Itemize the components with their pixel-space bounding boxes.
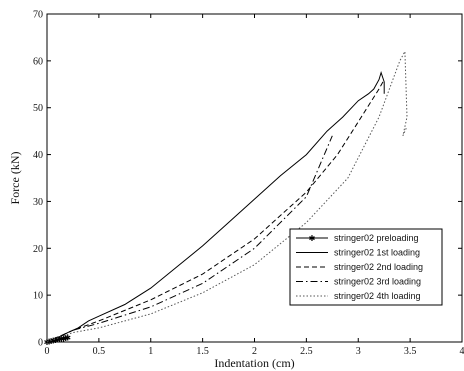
y-tick-label: 30 bbox=[33, 197, 43, 208]
series-point-marker: ✱ bbox=[56, 335, 63, 344]
x-tick-label: 1 bbox=[148, 346, 153, 357]
x-tick-label: 3 bbox=[356, 346, 361, 357]
series-point-marker: ✱ bbox=[44, 338, 51, 347]
series-point-marker: ✱ bbox=[52, 336, 59, 345]
x-tick-label: 2.5 bbox=[300, 346, 313, 357]
x-tick-label: 3.5 bbox=[404, 346, 417, 357]
series-line-3 bbox=[46, 79, 385, 343]
series-line-5 bbox=[46, 49, 408, 343]
x-tick-label: 4 bbox=[460, 346, 464, 357]
legend-label: stringer02 4th loading bbox=[334, 291, 421, 301]
y-tick-label: 10 bbox=[33, 291, 43, 302]
legend-label: stringer02 2nd loading bbox=[334, 262, 423, 272]
series-point-marker: ✱ bbox=[60, 334, 67, 343]
series-point-marker: ✱ bbox=[46, 338, 53, 347]
series-line-4 bbox=[46, 135, 333, 343]
legend-label: stringer02 preloading bbox=[334, 233, 419, 243]
legend-label: stringer02 1st loading bbox=[334, 248, 420, 258]
series-line-2 bbox=[46, 70, 385, 343]
x-tick-label: 0.5 bbox=[93, 346, 106, 357]
legend-label: stringer02 3rd loading bbox=[334, 277, 421, 287]
x-tick-label: 1.5 bbox=[196, 346, 209, 357]
y-tick-label: 20 bbox=[33, 244, 43, 255]
y-tick-label: 70 bbox=[33, 10, 43, 21]
series-point-marker: ✱ bbox=[48, 337, 55, 346]
series-point-marker: ✱ bbox=[62, 334, 69, 343]
series-point-marker: ✱ bbox=[50, 337, 57, 346]
y-axis-title: Force (kN) bbox=[8, 152, 22, 205]
y-tick-label: 60 bbox=[33, 56, 43, 67]
x-tick-label: 2 bbox=[252, 346, 257, 357]
x-axis-title: Indentation (cm) bbox=[214, 356, 294, 370]
y-tick-label: 40 bbox=[33, 150, 43, 161]
legend-marker: ✱ bbox=[309, 234, 316, 243]
series-point-marker: ✱ bbox=[64, 333, 71, 342]
x-tick-label: 0 bbox=[45, 346, 50, 357]
y-tick-label: 0 bbox=[38, 338, 43, 349]
series-point-marker: ✱ bbox=[54, 336, 61, 345]
y-tick-label: 50 bbox=[33, 103, 43, 114]
series-point-marker: ✱ bbox=[58, 335, 65, 344]
